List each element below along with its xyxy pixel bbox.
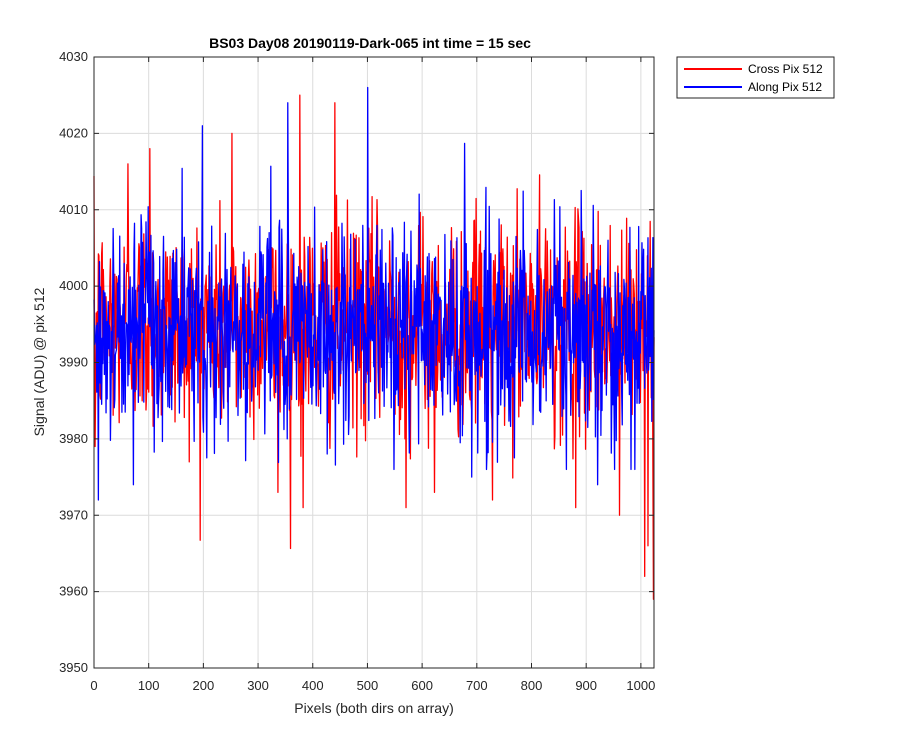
x-tick-label: 900 [575,678,597,693]
x-tick-label: 400 [302,678,324,693]
series-layer [93,86,655,600]
y-tick-label: 3970 [59,507,88,522]
x-tick-label: 300 [247,678,269,693]
y-tick-label: 4030 [59,49,88,64]
y-tick-label: 3980 [59,431,88,446]
x-tick-label: 700 [466,678,488,693]
x-tick-label: 600 [411,678,433,693]
y-tick-label: 3950 [59,660,88,675]
legend: Cross Pix 512 Along Pix 512 [676,56,835,99]
y-axis-label: Signal (ADU) @ pix 512 [31,287,47,436]
y-tick-label: 4010 [59,202,88,217]
series-line-along-pix-512 [93,86,655,501]
legend-label-cross: Cross Pix 512 [748,62,823,76]
x-axis-label: Pixels (both dirs on array) [294,700,454,716]
legend-box [676,56,835,99]
x-tick-label: 100 [138,678,160,693]
x-tick-label: 1000 [626,678,655,693]
y-tick-label: 4020 [59,125,88,140]
x-tick-label: 500 [357,678,379,693]
axis-ticks: 0 100 200 300 400 500 600 700 800 900 1000 3950 3960… [59,49,655,693]
y-tick-label: 4000 [59,278,88,293]
y-tick-label: 3990 [59,355,88,370]
y-tick-label: 3960 [59,584,88,599]
x-tick-label: 800 [521,678,543,693]
chart-title: BS03 Day08 20190119-Dark-065 int time = … [209,35,531,51]
x-tick-label: 0 [90,678,97,693]
x-tick-label: 200 [193,678,215,693]
legend-label-along: Along Pix 512 [748,80,822,94]
